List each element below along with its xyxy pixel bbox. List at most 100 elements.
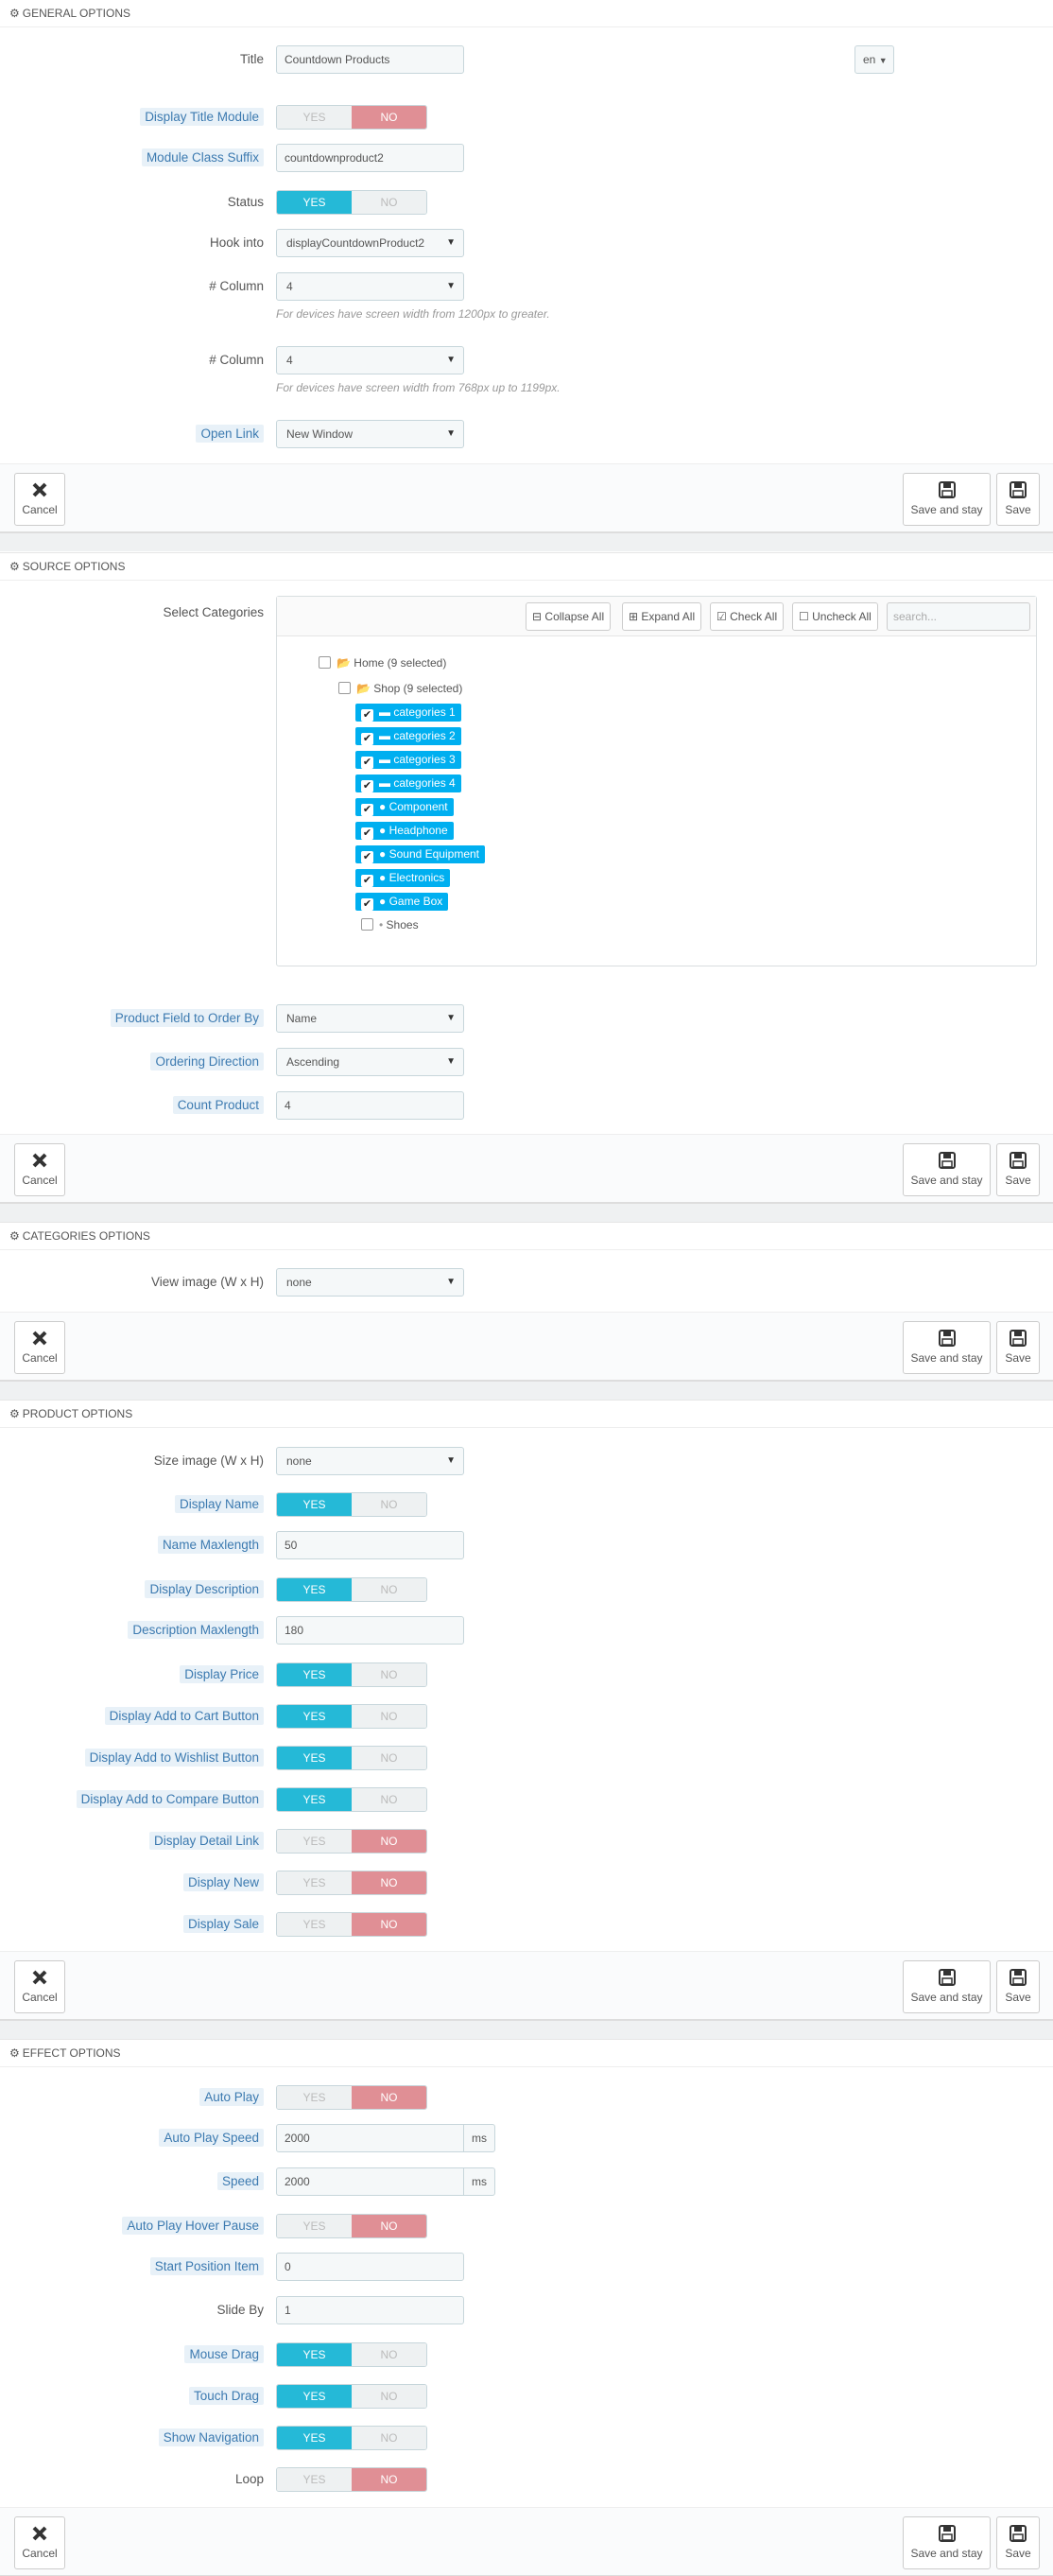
slide-by-label: Slide By (216, 2303, 264, 2317)
checkbox-checked[interactable]: ✔ (361, 757, 373, 769)
column-medium-select[interactable]: 4 ▼ (276, 346, 464, 374)
tree-node-category[interactable]: ✔ ● Component (355, 797, 454, 816)
tree-node-category[interactable]: ✔ ▬ categories 3 (355, 750, 461, 769)
cogs-icon: ⚙ (9, 1229, 20, 1243)
add-to-wishlist-switch[interactable]: YES NO (276, 1746, 427, 1770)
tree-node-category[interactable]: ✔ ● Headphone (355, 821, 454, 840)
display-sale-label: Display Sale (182, 1915, 264, 1933)
save-button[interactable]: Save (996, 2516, 1040, 2569)
save-button[interactable]: Save (996, 473, 1040, 526)
detail-link-switch[interactable]: YES NO (276, 1829, 427, 1854)
add-to-cart-switch[interactable]: YES NO (276, 1704, 427, 1729)
tree-node-category[interactable]: ✔ ▬ categories 1 (355, 703, 461, 722)
checkbox[interactable] (361, 918, 373, 931)
tree-node-category[interactable]: ✔ ● Game Box (355, 892, 449, 911)
tree-node-category[interactable]: ✔ ● Electronics (355, 868, 451, 887)
display-name-switch[interactable]: YES NO (276, 1492, 427, 1517)
display-new-switch[interactable]: YES NO (276, 1871, 427, 1895)
uncheck-all-button[interactable]: ☐ Uncheck All (792, 602, 878, 631)
open-link-select[interactable]: New Window ▼ (276, 420, 464, 448)
save-and-stay-button[interactable]: Save and stay (903, 2516, 991, 2569)
tree-search-input[interactable]: search... (887, 602, 1030, 631)
auto-play-switch[interactable]: YES NO (276, 2085, 427, 2110)
check-all-button[interactable]: ☑ Check All (710, 602, 785, 631)
tree-node-home[interactable]: 📂 Home (9 selected) (319, 653, 446, 672)
description-maxlength-input[interactable]: 180 (276, 1616, 464, 1645)
show-navigation-switch[interactable]: YES NO (276, 2426, 427, 2450)
save-and-stay-button[interactable]: Save and stay (903, 1143, 991, 1196)
tree-node-category[interactable]: ✔ ▬ categories 4 (355, 774, 461, 792)
loop-switch[interactable]: YES NO (276, 2467, 427, 2492)
cancel-button[interactable]: Cancel (14, 1321, 65, 1374)
view-image-select[interactable]: none ▼ (276, 1268, 464, 1297)
size-image-select[interactable]: none ▼ (276, 1447, 464, 1475)
size-image-label: Size image (W x H) (153, 1453, 264, 1468)
checkbox-checked[interactable]: ✔ (361, 780, 373, 792)
touch-drag-switch[interactable]: YES NO (276, 2384, 427, 2409)
status-switch[interactable]: YES NO (276, 190, 427, 215)
save-button[interactable]: Save (996, 1960, 1040, 2013)
hook-select[interactable]: displayCountdownProduct2 ▼ (276, 229, 464, 257)
display-title-switch[interactable]: YES NO (276, 105, 427, 130)
auto-play-speed-input[interactable]: 2000 (276, 2124, 464, 2152)
cancel-button[interactable]: Cancel (14, 1143, 65, 1196)
class-suffix-input[interactable]: countdownproduct2 (276, 144, 464, 172)
tree-node-shop[interactable]: 📂 Shop (9 selected) (338, 679, 462, 698)
panel-footer: Cancel Save and stay Save (0, 1951, 1053, 2020)
panel-heading: ⚙ SOURCE OPTIONS (0, 553, 1053, 581)
checkbox-checked[interactable]: ✔ (361, 898, 373, 911)
column-large-select[interactable]: 4 ▼ (276, 272, 464, 301)
hover-pause-label: Auto Play Hover Pause (122, 2217, 264, 2235)
checkbox-checked[interactable]: ✔ (361, 875, 373, 887)
save-button[interactable]: Save (996, 1143, 1040, 1196)
direction-select[interactable]: Ascending ▼ (276, 1048, 464, 1076)
save-and-stay-button[interactable]: Save and stay (903, 473, 991, 526)
count-input[interactable]: 4 (276, 1091, 464, 1120)
close-icon (32, 482, 47, 497)
checkbox-checked[interactable]: ✔ (361, 804, 373, 816)
slide-by-input[interactable]: 1 (276, 2296, 464, 2324)
direction-label: Ordering Direction (150, 1053, 264, 1070)
checkbox-checked[interactable]: ✔ (361, 827, 373, 840)
checkbox[interactable] (338, 682, 351, 694)
display-new-label: Display New (182, 1873, 264, 1891)
tree-node-category[interactable]: ✔ ▬ categories 2 (355, 726, 461, 745)
expand-all-button[interactable]: ⊞ Expand All (622, 602, 702, 631)
display-price-switch[interactable]: YES NO (276, 1662, 427, 1687)
hover-pause-switch[interactable]: YES NO (276, 2214, 427, 2238)
tree-node-category[interactable]: • Shoes (355, 915, 419, 934)
cancel-button[interactable]: Cancel (14, 2516, 65, 2569)
ms-addon: ms (463, 2167, 495, 2196)
panel-separator (0, 532, 1053, 551)
checkbox[interactable] (319, 656, 331, 669)
display-description-switch[interactable]: YES NO (276, 1577, 427, 1602)
add-to-compare-switch[interactable]: YES NO (276, 1787, 427, 1812)
save-icon (938, 1969, 956, 1986)
save-and-stay-button[interactable]: Save and stay (903, 1960, 991, 2013)
mouse-drag-switch[interactable]: YES NO (276, 2342, 427, 2367)
title-input[interactable]: Countdown Products (276, 45, 464, 74)
name-maxlength-input[interactable]: 50 (276, 1531, 464, 1559)
effect-options-panel: ⚙ EFFECT OPTIONS Auto Play YES NO Auto Pla… (0, 2039, 1053, 2576)
order-by-select[interactable]: Name ▼ (276, 1004, 464, 1033)
caret-down-icon: ▼ (446, 1277, 456, 1287)
caret-down-icon: ▼ (446, 1455, 456, 1466)
save-button[interactable]: Save (996, 1321, 1040, 1374)
speed-input[interactable]: 2000 (276, 2167, 464, 2196)
checkbox-checked[interactable]: ✔ (361, 851, 373, 863)
start-position-input[interactable]: 0 (276, 2253, 464, 2281)
cancel-button[interactable]: Cancel (14, 473, 65, 526)
display-price-label: Display Price (180, 1665, 264, 1683)
cancel-button[interactable]: Cancel (14, 1960, 65, 2013)
categories-options-panel: ⚙ CATEGORIES OPTIONS View image (W x H) n… (0, 1222, 1053, 1381)
checkbox-checked[interactable]: ✔ (361, 709, 373, 722)
collapse-all-button[interactable]: ⊟ Collapse All (526, 602, 612, 631)
panel-footer: Cancel Save and stay Save (0, 2507, 1053, 2576)
display-sale-switch[interactable]: YES NO (276, 1912, 427, 1937)
tree-node-category[interactable]: ✔ ● Sound Equipment (355, 844, 485, 863)
checkbox-checked[interactable]: ✔ (361, 733, 373, 745)
folder-icon: ▬ (379, 776, 390, 790)
display-description-label: Display Description (145, 1580, 264, 1598)
save-and-stay-button[interactable]: Save and stay (903, 1321, 991, 1374)
language-dropdown[interactable]: en ▼ (854, 45, 894, 74)
